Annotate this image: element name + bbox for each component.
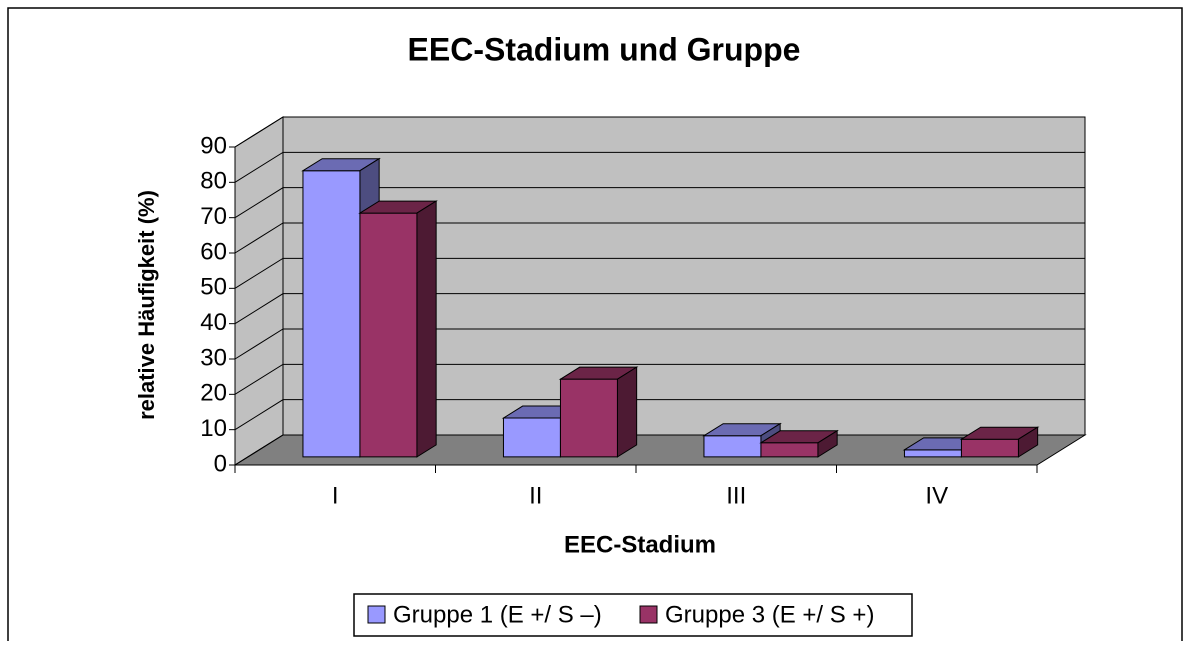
bar-front	[903, 449, 962, 458]
bar	[959, 426, 1040, 458]
y-tick-label: 0	[214, 450, 227, 477]
y-tick-label: 80	[200, 168, 227, 195]
bar-side	[817, 429, 838, 458]
y-tick-label: 30	[200, 344, 227, 371]
legend-label: Gruppe 1 (E +/ S –)	[393, 601, 602, 628]
bar-front	[703, 435, 762, 458]
bar-front	[559, 378, 618, 458]
grid-line	[234, 257, 1085, 289]
y-axis-label: relative Häufigkeit (%)	[134, 190, 159, 420]
bar-side	[1017, 426, 1039, 458]
bar-front	[960, 438, 1019, 458]
bar	[558, 366, 639, 458]
x-axis-label: EEC-Stadium	[564, 531, 716, 558]
y-tick-label: 10	[200, 415, 227, 442]
x-tick-label: III	[726, 482, 746, 509]
x-tick-label: II	[529, 482, 542, 509]
chart-title: EEC-Stadium und Gruppe	[408, 31, 801, 67]
bar-side	[416, 200, 437, 458]
y-tick-label: 40	[200, 309, 227, 336]
legend-swatch	[639, 605, 658, 624]
side-wall	[234, 116, 284, 466]
y-tick-label: 50	[200, 274, 227, 301]
x-tick-label: I	[332, 482, 339, 509]
grid-line	[234, 116, 1085, 148]
bar-front	[302, 170, 361, 458]
bar-front	[760, 442, 819, 458]
grid-line	[234, 151, 1085, 183]
grid-line	[234, 363, 1085, 395]
x-tick-label: IV	[925, 482, 948, 509]
grid-line	[234, 187, 1085, 219]
grid-line	[234, 222, 1085, 254]
legend-label: Gruppe 3 (E +/ S +)	[665, 601, 874, 628]
bar-side	[616, 366, 638, 458]
y-tick-label: 90	[200, 132, 227, 159]
bar	[358, 200, 438, 458]
bar	[759, 429, 839, 458]
y-tick-label: 60	[200, 238, 227, 265]
y-tick-label: 20	[200, 380, 227, 407]
grid-line	[234, 328, 1085, 360]
grid-line	[234, 399, 1085, 431]
bar-front	[502, 417, 561, 458]
bar-front	[359, 212, 418, 458]
legend-swatch	[367, 605, 386, 624]
legend	[353, 593, 913, 637]
grid-line	[234, 293, 1085, 325]
y-tick-label: 70	[200, 203, 227, 230]
